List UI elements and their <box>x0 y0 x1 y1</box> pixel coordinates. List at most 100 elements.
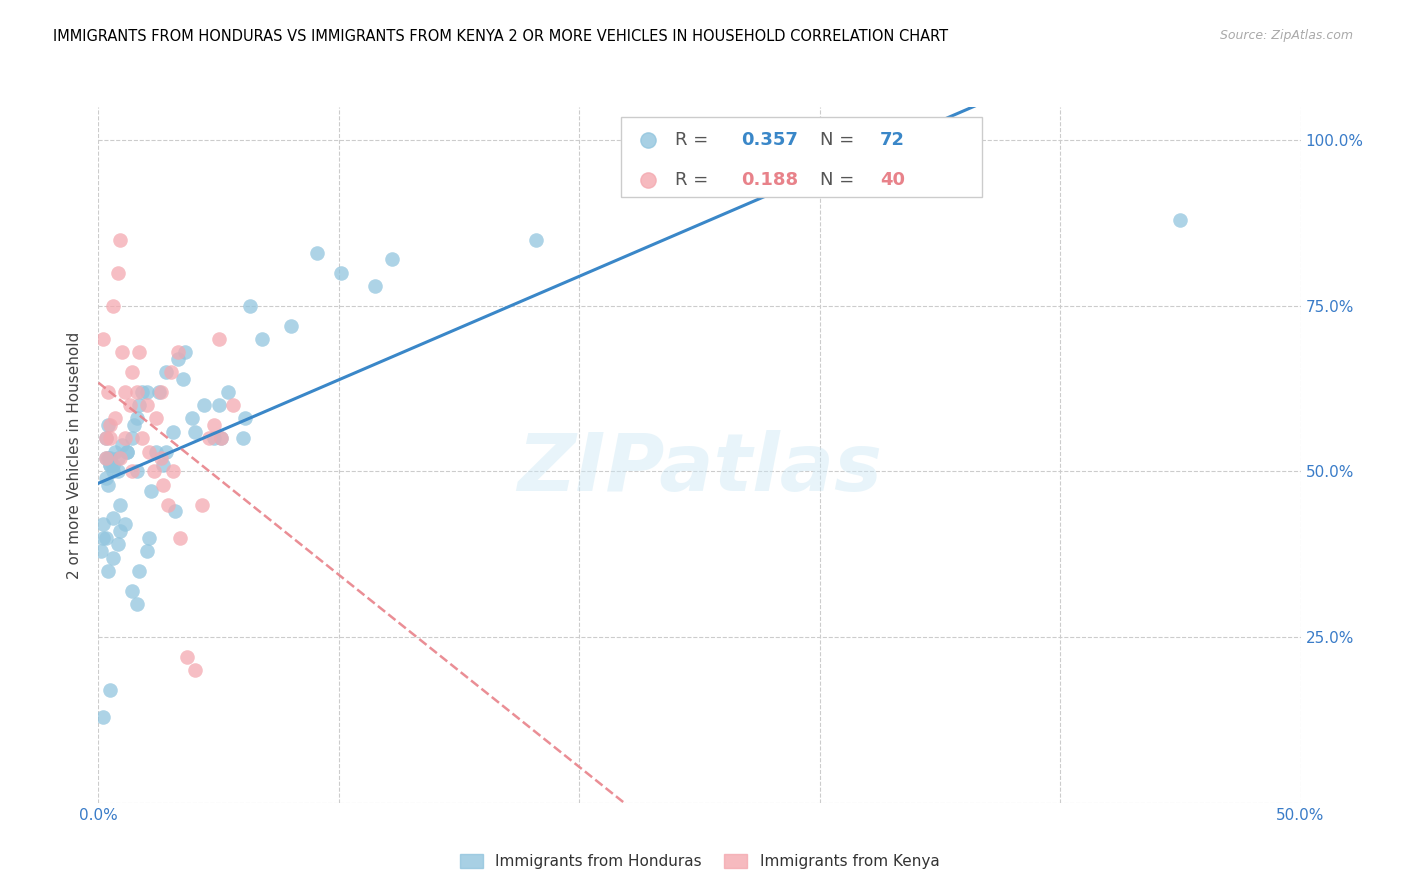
Point <box>166 345 188 359</box>
Point <box>128 345 150 359</box>
Point <box>166 351 188 366</box>
Point <box>101 550 124 565</box>
Point <box>108 524 131 538</box>
Point <box>128 398 150 412</box>
Point <box>183 663 205 677</box>
Point <box>104 411 127 425</box>
Y-axis label: 2 or more Vehicles in Household: 2 or more Vehicles in Household <box>67 331 83 579</box>
Point <box>91 531 114 545</box>
Point <box>138 531 160 545</box>
Point <box>114 384 136 399</box>
Point <box>135 544 157 558</box>
Point <box>111 438 134 452</box>
Text: IMMIGRANTS FROM HONDURAS VS IMMIGRANTS FROM KENYA 2 OR MORE VEHICLES IN HOUSEHOL: IMMIGRANTS FROM HONDURAS VS IMMIGRANTS F… <box>53 29 949 44</box>
Point <box>217 384 239 399</box>
FancyBboxPatch shape <box>621 118 981 197</box>
Point <box>250 332 273 346</box>
Point <box>117 444 139 458</box>
Point <box>142 465 165 479</box>
Point <box>159 365 181 379</box>
Point <box>118 398 141 412</box>
Point <box>97 384 120 399</box>
Point <box>107 266 129 280</box>
Point <box>149 384 172 399</box>
Point <box>208 332 231 346</box>
Point <box>101 465 124 479</box>
Point <box>145 411 167 425</box>
Point <box>138 444 160 458</box>
Point <box>91 709 114 723</box>
Point <box>100 458 122 472</box>
Point <box>94 451 117 466</box>
Text: N =: N = <box>820 131 859 149</box>
Point <box>114 517 136 532</box>
Point <box>202 431 225 445</box>
Point <box>97 418 120 433</box>
Point <box>232 431 254 445</box>
Point <box>108 498 131 512</box>
Point <box>181 411 204 425</box>
Point <box>121 365 143 379</box>
Point <box>107 465 129 479</box>
Point <box>91 517 114 532</box>
Point <box>280 318 302 333</box>
Point <box>121 465 143 479</box>
Point <box>100 431 122 445</box>
Point <box>165 504 187 518</box>
Point <box>107 451 129 466</box>
Point <box>198 431 221 445</box>
Point <box>125 465 148 479</box>
Point <box>135 384 157 399</box>
Point <box>307 245 329 260</box>
Point <box>162 465 184 479</box>
Point <box>125 597 148 611</box>
Point <box>157 498 180 512</box>
Point <box>97 477 120 491</box>
Point <box>97 564 120 578</box>
Text: 72: 72 <box>880 131 905 149</box>
Point <box>152 458 174 472</box>
Point <box>100 451 122 466</box>
Point <box>104 444 127 458</box>
Point <box>91 332 114 346</box>
Point <box>209 431 232 445</box>
Point <box>330 266 353 280</box>
Point <box>148 384 170 399</box>
Point <box>90 544 112 558</box>
Point <box>128 564 150 578</box>
Point <box>108 451 131 466</box>
Point <box>131 384 153 399</box>
Point <box>191 498 214 512</box>
Text: R =: R = <box>675 131 714 149</box>
Point <box>117 444 139 458</box>
Point <box>107 537 129 551</box>
Point <box>804 133 827 147</box>
Point <box>101 511 124 525</box>
Point <box>125 384 148 399</box>
Point <box>222 398 245 412</box>
Point <box>172 372 194 386</box>
Point <box>202 418 225 433</box>
Text: R =: R = <box>675 171 714 189</box>
Point <box>94 451 117 466</box>
Point <box>124 418 146 433</box>
Point <box>381 252 404 267</box>
Point <box>125 411 148 425</box>
Text: ZIPatlas: ZIPatlas <box>517 430 882 508</box>
Point <box>101 299 124 313</box>
Point <box>524 233 547 247</box>
Point <box>135 398 157 412</box>
Point <box>100 418 122 433</box>
Point <box>155 444 177 458</box>
Point <box>100 683 122 698</box>
Point <box>94 471 117 485</box>
Point <box>233 411 256 425</box>
Legend: Immigrants from Honduras, Immigrants from Kenya: Immigrants from Honduras, Immigrants fro… <box>454 848 945 875</box>
Point <box>1170 212 1192 227</box>
Point <box>239 299 262 313</box>
Point <box>94 431 117 445</box>
Point <box>100 458 122 472</box>
Point <box>145 444 167 458</box>
Point <box>121 431 143 445</box>
Point <box>176 650 198 665</box>
